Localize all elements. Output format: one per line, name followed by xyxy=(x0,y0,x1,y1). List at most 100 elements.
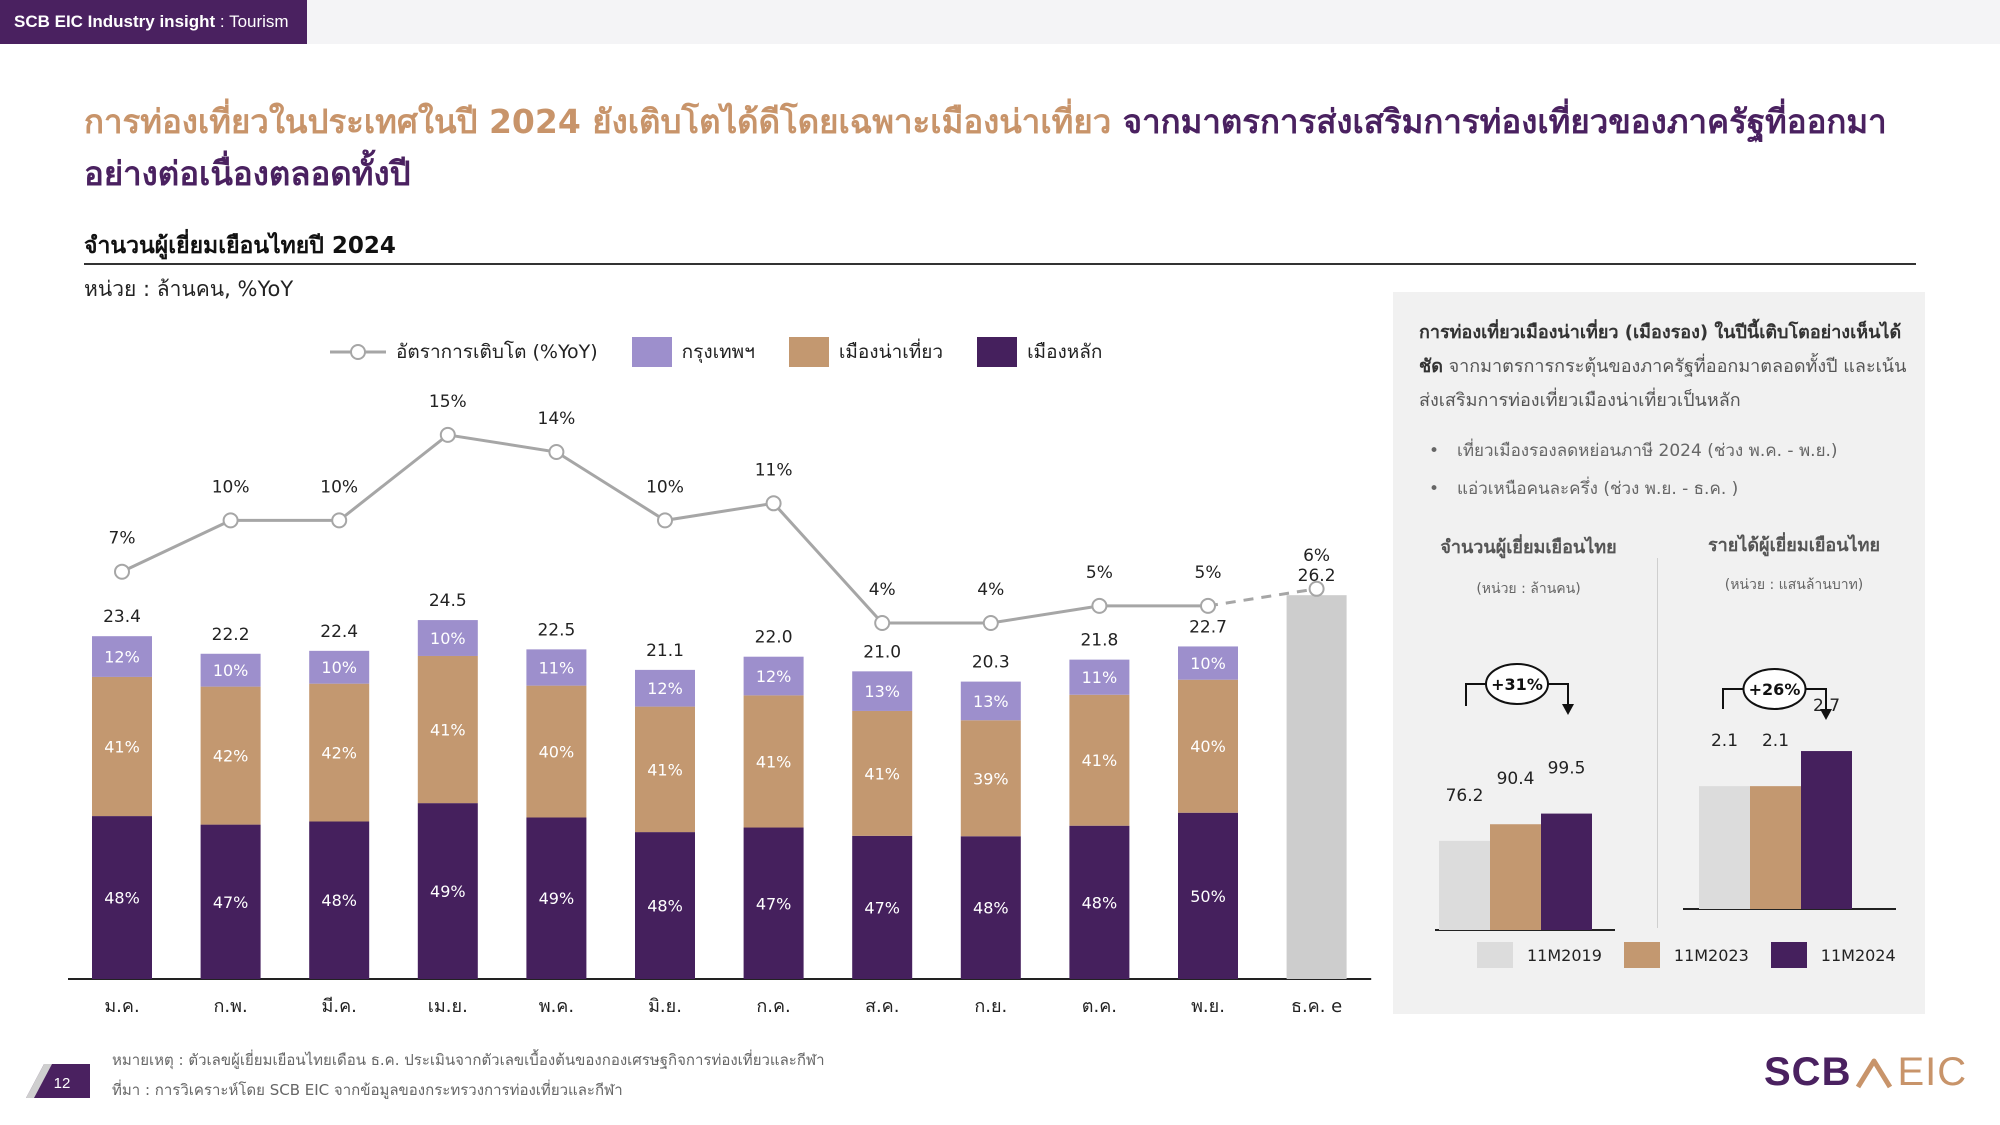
share-label: 42% xyxy=(321,744,357,763)
change-label: +26% xyxy=(1749,680,1801,699)
share-label: 48% xyxy=(321,891,357,910)
share-label: 39% xyxy=(973,769,1009,788)
legend-11m2019: 11M2019 xyxy=(1477,942,1602,968)
growth-label: 4% xyxy=(869,580,896,600)
share-label: 10% xyxy=(321,658,357,677)
bar-segment xyxy=(1178,812,1238,979)
category-label: ก.ค. xyxy=(756,996,790,1017)
category-label: พ.ย. xyxy=(1191,996,1225,1017)
share-label: 48% xyxy=(1082,893,1118,912)
share-label: 47% xyxy=(756,894,792,913)
panel-summary-bold: การท่องเที่ยวเมืองน่าเที่ยว (เมืองรอง) ใ… xyxy=(1419,322,1902,377)
bar-segment xyxy=(852,710,913,836)
growth-point xyxy=(657,512,673,529)
change-label: +31% xyxy=(1491,675,1543,694)
share-label: 49% xyxy=(539,889,575,908)
growth-label: 15% xyxy=(429,392,467,412)
legend-main: เมืองหลัก xyxy=(977,337,1102,367)
legend-secondary-label: เมืองน่าเที่ยว xyxy=(838,341,944,363)
list-item: แอ่วเหนือคนละครึ่ง (ช่วง พ.ย. - ธ.ค. ) xyxy=(1429,470,1838,508)
panel-summary-rest: จากมาตรการกระตุ้นของภาครัฐที่ออกมาตลอดทั… xyxy=(1419,356,1907,411)
mini-chart-unit-revenue: (หน่วย : แสนล้านบาท) xyxy=(1724,577,1864,593)
share-label: 42% xyxy=(213,747,249,766)
section-tag: SCB EIC Industry insight : Tourism xyxy=(0,0,307,44)
bar-segment xyxy=(417,620,478,656)
chart-title: จำนวนผู้เยี่ยมเยือนไทยปี 2024 xyxy=(84,233,396,259)
mini-chart-title-visitors: จำนวนผู้เยี่ยมเยือนไทย xyxy=(1440,537,1617,558)
tag-separator: : xyxy=(215,12,230,31)
growth-line xyxy=(121,433,1208,625)
bar-segment xyxy=(92,676,152,817)
share-label: 40% xyxy=(1190,737,1226,756)
mini-chart-title-revenue: รายได้ผู้เยี่ยมเยือนไทย xyxy=(1707,535,1880,556)
title-divider xyxy=(84,263,1916,265)
list-item: เที่ยวเมืองรองลดหย่อนภาษี 2024 (ช่วง พ.ค… xyxy=(1429,432,1838,470)
growth-label: 5% xyxy=(1086,563,1113,583)
mini-bar xyxy=(1490,824,1541,930)
share-label: 40% xyxy=(539,743,575,762)
category-label: มี.ค. xyxy=(322,996,357,1017)
growth-point xyxy=(982,615,999,631)
panel-summary: การท่องเที่ยวเมืองน่าเที่ยว (เมืองรอง) ใ… xyxy=(1419,316,1909,418)
share-label: 10% xyxy=(430,629,466,648)
total-label: 22.5 xyxy=(537,620,575,640)
category-label: ธ.ค. e xyxy=(1291,996,1342,1017)
growth-point xyxy=(1091,597,1108,614)
bar-segment xyxy=(200,824,261,979)
change-badge xyxy=(1485,663,1549,705)
growth-point xyxy=(439,426,456,443)
growth-point xyxy=(222,512,239,529)
legend-2019-label: 11M2019 xyxy=(1527,945,1602,965)
page-title: การท่องเที่ยวในประเทศในปี 2024 ยังเติบโต… xyxy=(84,96,1914,200)
mini-bar xyxy=(1699,786,1750,909)
legend-swatch-bangkok xyxy=(631,337,672,367)
total-label: 26.2 xyxy=(1298,566,1336,586)
category-label: ส.ค. xyxy=(865,996,899,1017)
bar-segment xyxy=(526,649,587,686)
share-label: 41% xyxy=(1082,751,1118,770)
chart-unit: หน่วย : ล้านคน, %YoY xyxy=(84,277,294,301)
logo-text-eic: EIC xyxy=(1897,1050,1968,1094)
bar-segment xyxy=(743,695,804,828)
bar-segment xyxy=(309,650,370,684)
change-arrow-icon xyxy=(1820,709,1832,720)
bar-segment xyxy=(635,832,695,979)
growth-label: 10% xyxy=(320,477,358,497)
total-label: 24.5 xyxy=(429,591,467,611)
growth-label: 10% xyxy=(212,477,250,497)
share-label: 48% xyxy=(104,889,140,908)
total-label: 22.2 xyxy=(212,625,250,645)
share-label: 10% xyxy=(1190,654,1226,673)
measure-list: เที่ยวเมืองรองลดหย่อนภาษี 2024 (ช่วง พ.ค… xyxy=(1429,432,1838,508)
section-label: Tourism xyxy=(229,12,289,31)
growth-label: 14% xyxy=(538,409,576,429)
total-label: 22.0 xyxy=(755,628,793,648)
growth-line-estimate xyxy=(1207,587,1317,608)
bar-segment xyxy=(200,686,261,825)
bar-segment xyxy=(960,836,1021,979)
legend-swatch-2024 xyxy=(1770,942,1807,968)
footnote-remark: หมายเหตุ : ตัวเลขผู้เยี่ยมเยือนไทยเดือน … xyxy=(112,1051,825,1069)
share-label: 49% xyxy=(430,882,466,901)
share-label: 11% xyxy=(539,659,575,678)
share-label: 11% xyxy=(1082,668,1118,687)
total-label: 21.0 xyxy=(863,642,901,662)
share-label: 41% xyxy=(756,752,792,771)
house-icon xyxy=(1856,1058,1893,1089)
growth-label: 6% xyxy=(1303,546,1330,566)
visitors-chart: 48% 41% 12% 23.4 ม.ค. 47% 42% 10% 22.2 ก.พ. 48% 42%… xyxy=(68,392,1372,1017)
legend-11m2023: 11M2023 xyxy=(1623,942,1749,968)
share-label: 12% xyxy=(756,667,792,686)
share-label: 48% xyxy=(973,899,1009,918)
mini-bar xyxy=(1750,786,1801,909)
bar-segment xyxy=(1178,679,1238,813)
category-label: เม.ย. xyxy=(428,996,468,1017)
growth-label: 10% xyxy=(646,477,684,497)
share-label: 10% xyxy=(213,661,249,680)
growth-point xyxy=(1308,580,1325,597)
share-label: 50% xyxy=(1190,887,1226,906)
total-label: 20.3 xyxy=(972,653,1010,673)
bar-estimate xyxy=(1286,595,1347,979)
mini-bar-label: 2.1 xyxy=(1762,731,1789,751)
growth-point xyxy=(765,495,782,512)
